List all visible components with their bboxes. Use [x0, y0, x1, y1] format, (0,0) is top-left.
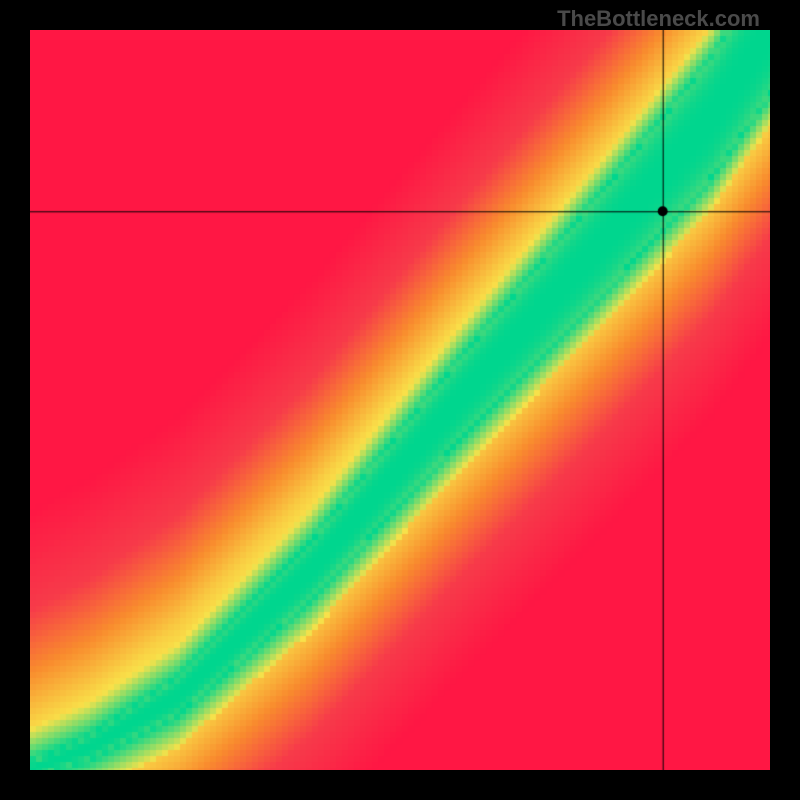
watermark-text: TheBottleneck.com	[557, 6, 760, 32]
bottleneck-heatmap	[30, 30, 770, 770]
